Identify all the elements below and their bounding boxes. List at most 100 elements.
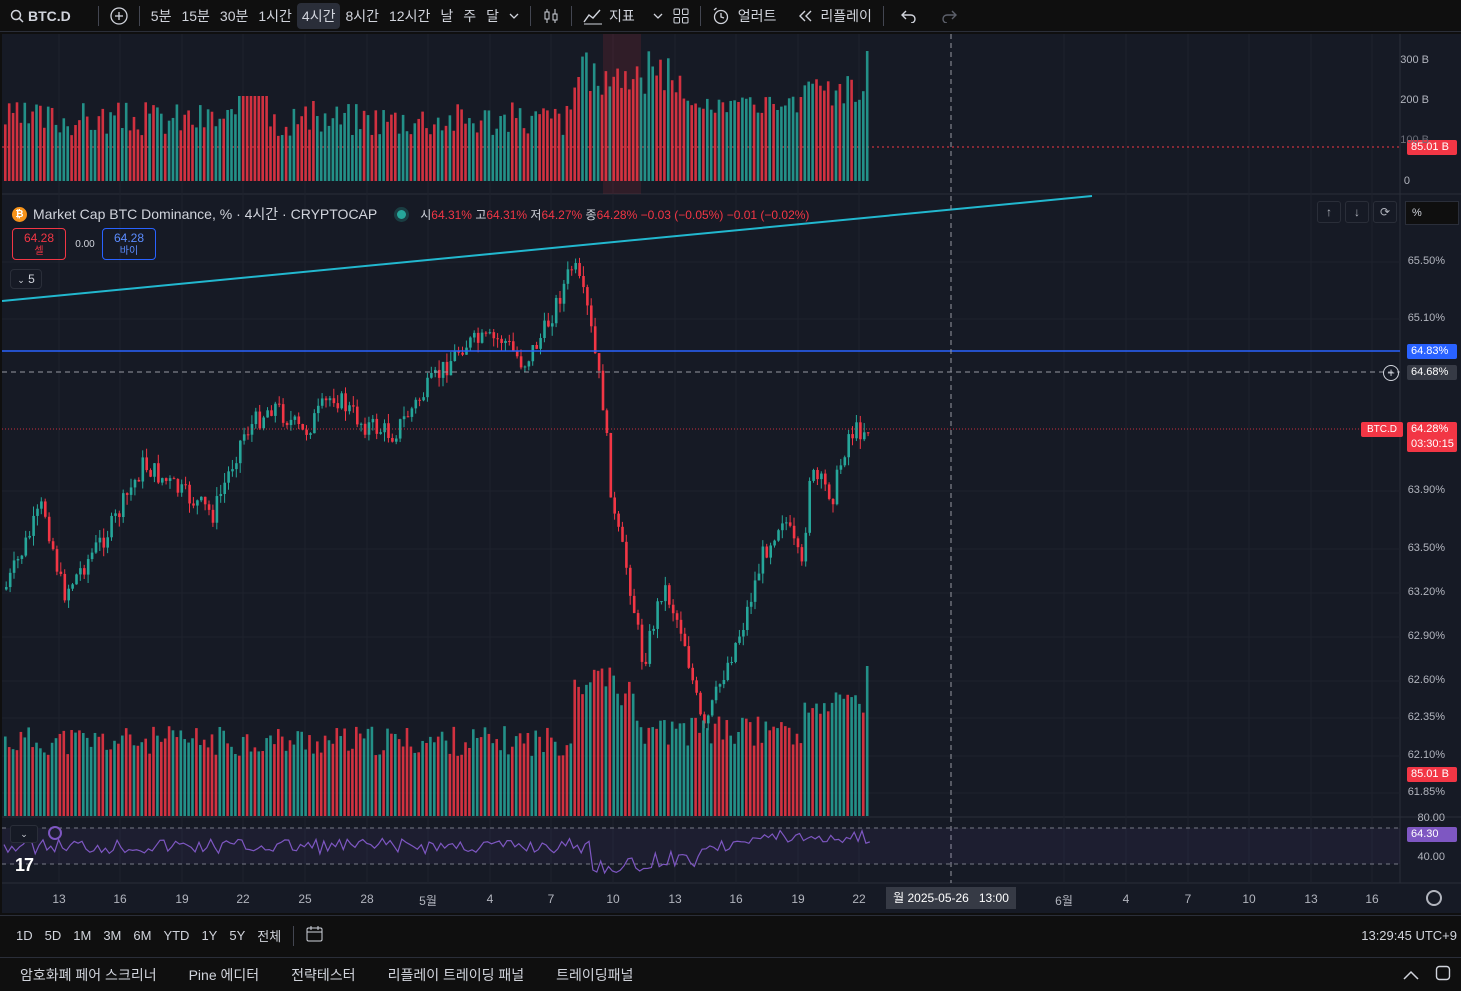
interval-dropdown[interactable]: [504, 3, 524, 29]
time-axis-label: 13: [52, 892, 66, 906]
candle-body: [344, 393, 347, 412]
interval-15m[interactable]: 15분: [181, 7, 210, 24]
indicators-button[interactable]: 지표: [578, 3, 640, 29]
volume-bar-lower: [522, 743, 526, 816]
clock-timezone[interactable]: 13:29:45 UTC+9: [1361, 928, 1457, 943]
timezone-settings-button[interactable]: [1426, 890, 1442, 906]
indicators-dropdown[interactable]: [648, 3, 668, 29]
tab-strategy-tester[interactable]: 전략테스터: [291, 966, 356, 983]
buy-button[interactable]: 64.28 바이: [102, 228, 156, 260]
price-chart-canvas[interactable]: [2, 34, 1461, 913]
volume-bar: [331, 118, 335, 181]
range-3m[interactable]: 3M: [103, 928, 122, 943]
time-axis-label: 7: [547, 892, 555, 906]
chart-type-button[interactable]: [537, 3, 565, 29]
time-axis-label: 4: [1122, 892, 1130, 906]
candle-body: [86, 559, 90, 575]
compare-button[interactable]: [105, 3, 133, 29]
volume-bar: [101, 108, 105, 181]
volume-bar: [265, 96, 268, 181]
volume-bar-lower: [210, 734, 214, 816]
volume-bar-lower: [616, 693, 619, 816]
volume-bar-lower: [596, 670, 600, 816]
volume-bar-lower: [257, 751, 261, 816]
interval-5m[interactable]: 5분: [150, 7, 172, 24]
volume-bar: [483, 110, 487, 181]
tab-replay-trading-panel[interactable]: 리플레이 트레이딩 패널: [387, 966, 525, 983]
expand-panel-button[interactable]: [1391, 967, 1431, 983]
undo-button[interactable]: [896, 3, 922, 29]
volume-bar-lower: [456, 755, 459, 816]
volume-bar: [417, 118, 420, 181]
range-1d[interactable]: 1D: [16, 928, 33, 943]
candle-body: [44, 501, 47, 517]
tab-crypto-screener[interactable]: 암호화폐 페어 스크리너: [20, 966, 157, 983]
rsi-collapse-button[interactable]: ⌄: [10, 825, 38, 843]
candle-body: [582, 275, 585, 288]
time-axis-label: 22: [236, 892, 250, 906]
range-6m[interactable]: 6M: [133, 928, 152, 943]
indicators-collapse-button[interactable]: ⌄ 5: [10, 269, 42, 289]
scroll-down-button[interactable]: ↓: [1345, 201, 1369, 223]
series-title[interactable]: Market Cap BTC Dominance, % · 4시간 · CRYP…: [33, 206, 378, 222]
sell-button[interactable]: 64.28 셀: [12, 228, 66, 260]
volume-bar: [799, 97, 803, 181]
volume-bar-lower: [167, 726, 171, 816]
goto-date-button[interactable]: [300, 926, 330, 945]
add-alert-icon[interactable]: +: [1383, 365, 1399, 381]
candle-body: [644, 661, 648, 664]
rsi-settings-icon[interactable]: [48, 826, 62, 840]
candle-body: [648, 630, 652, 664]
redo-button[interactable]: [936, 3, 962, 29]
range-all[interactable]: 전체: [257, 929, 282, 944]
interval-1h[interactable]: 1시간: [258, 7, 292, 24]
scale-mode-select[interactable]: %: [1405, 201, 1459, 225]
symbol-search[interactable]: BTC.D: [0, 3, 76, 29]
interval-8h[interactable]: 8시간: [345, 7, 379, 24]
volume-bar-lower: [834, 692, 838, 816]
tab-trading-panel[interactable]: 트레이딩패널: [556, 966, 634, 983]
candle-body: [274, 403, 277, 416]
candle-body: [59, 571, 63, 574]
interval-month[interactable]: 달: [486, 7, 500, 24]
interval-30m[interactable]: 30분: [219, 7, 249, 24]
interval-week[interactable]: 주: [463, 7, 477, 24]
volume-bar: [85, 116, 89, 181]
tab-pine-editor[interactable]: Pine 에디터: [188, 966, 260, 983]
volume-bar-lower: [546, 727, 549, 816]
volume-bar-lower: [780, 722, 783, 816]
volume-bar-lower: [608, 667, 612, 816]
interval-12h[interactable]: 12시간: [389, 7, 431, 24]
range-1m[interactable]: 1M: [73, 928, 92, 943]
layout-button[interactable]: [668, 3, 694, 29]
volume-bar-lower: [628, 681, 631, 816]
volume-bar-lower: [144, 738, 147, 816]
series-legend[interactable]: ₿ Market Cap BTC Dominance, % · 4시간 · CR…: [12, 204, 809, 224]
range-ytd[interactable]: YTD: [163, 928, 190, 943]
alert-button[interactable]: 얼러트: [707, 3, 782, 29]
candle-body: [769, 545, 772, 558]
volume-bar: [257, 96, 261, 181]
candle-body: [180, 484, 184, 493]
interval-4h[interactable]: 4시간: [296, 2, 341, 29]
volume-bar: [858, 99, 861, 181]
candle-body: [851, 434, 854, 439]
reset-scale-button[interactable]: ⟳: [1373, 201, 1397, 223]
volume-bar-lower: [300, 731, 303, 816]
replay-button[interactable]: 리플레이: [793, 3, 877, 29]
range-5d[interactable]: 5D: [44, 928, 62, 943]
range-1y[interactable]: 1Y: [201, 928, 218, 943]
maximize-panel-button[interactable]: [1431, 965, 1461, 984]
scroll-up-button[interactable]: ↑: [1317, 201, 1341, 223]
volume-bar: [171, 117, 175, 181]
candle-body: [718, 684, 722, 687]
candle-body: [254, 411, 258, 425]
volume-bar: [507, 131, 510, 181]
range-5y[interactable]: 5Y: [229, 928, 246, 943]
interval-day[interactable]: 날: [440, 7, 454, 24]
chart-area[interactable]: 65.50% 65.10% 63.90% 63.50% 63.20% 62.90% 62.6…: [2, 34, 1461, 913]
volume-bar: [639, 77, 643, 181]
volume-bar: [468, 118, 471, 181]
time-axis-label: 10: [1242, 892, 1256, 906]
volume-bar: [128, 130, 132, 181]
